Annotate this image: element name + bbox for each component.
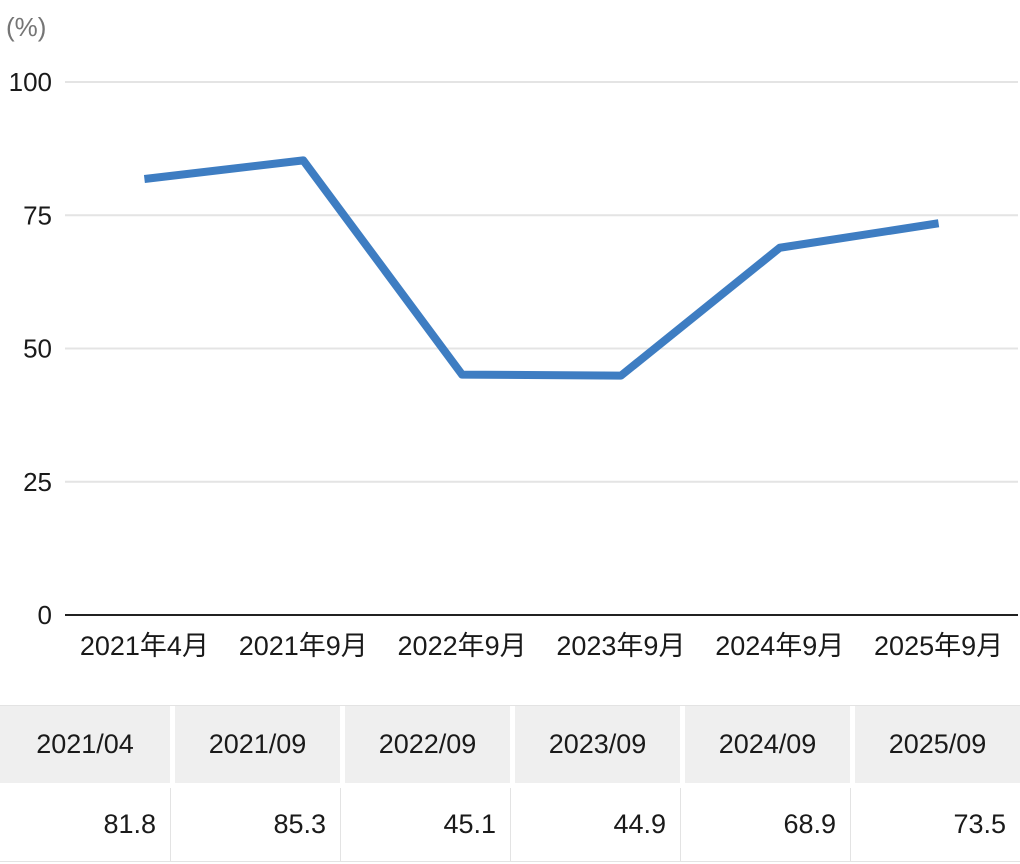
y-tick-label: 100 <box>9 67 52 97</box>
table-header-cell: 2022/09 <box>340 706 510 788</box>
x-tick-label: 2022年9月 <box>398 631 527 661</box>
x-tick-label: 2024年9月 <box>715 631 844 661</box>
table-header-cell: 2024/09 <box>680 706 850 788</box>
table-value-cell: 85.3 <box>170 788 340 861</box>
data-table: 2021/04 2021/09 2022/09 2023/09 2024/09 … <box>0 706 1020 861</box>
data-table-container: 2021/04 2021/09 2022/09 2023/09 2024/09 … <box>0 705 1020 862</box>
x-tick-label: 2025年9月 <box>874 631 1003 661</box>
table-header-cell: 2023/09 <box>510 706 680 788</box>
x-tick-label: 2021年9月 <box>239 631 368 661</box>
table-value-cell: 44.9 <box>510 788 680 861</box>
table-header-cell: 2021/09 <box>170 706 340 788</box>
table-value-row: 81.8 85.3 45.1 44.9 68.9 73.5 <box>0 788 1020 861</box>
table-value-cell: 81.8 <box>0 788 170 861</box>
x-tick-label: 2021年4月 <box>80 631 209 661</box>
y-axis-unit-label: (%) <box>6 12 46 42</box>
line-chart: 0 25 50 75 100 2021年4月 2021年9月 2022年9月 2023年9月 20… <box>6 12 1018 661</box>
x-tick-label: 2023年9月 <box>556 631 685 661</box>
table-header-cell: 2025/09 <box>850 706 1020 788</box>
y-tick-label: 75 <box>23 200 52 230</box>
table-header-row: 2021/04 2021/09 2022/09 2023/09 2024/09 … <box>0 706 1020 788</box>
y-tick-label: 0 <box>38 600 52 630</box>
table-header-cell: 2021/04 <box>0 706 170 788</box>
table-value-cell: 45.1 <box>340 788 510 861</box>
table-value-cell: 73.5 <box>850 788 1020 861</box>
data-line-series <box>143 156 940 380</box>
table-value-cell: 68.9 <box>680 788 850 861</box>
y-tick-label: 50 <box>23 334 52 364</box>
y-tick-label: 25 <box>23 467 52 497</box>
